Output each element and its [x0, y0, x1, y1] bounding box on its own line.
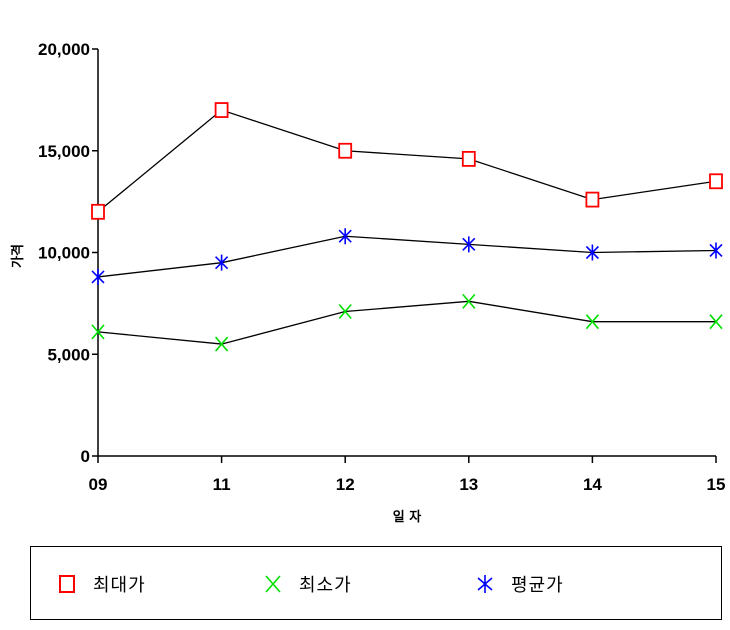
legend-item-max: 최대가	[57, 571, 146, 597]
data-point	[709, 173, 723, 190]
y-tick-label: 0	[81, 447, 90, 466]
y-tick-label: 20,000	[38, 40, 90, 59]
data-point	[462, 293, 476, 309]
data-point	[338, 142, 353, 159]
data-point	[91, 268, 105, 285]
legend: 최대가 최소가 평균가	[30, 546, 722, 620]
legend-label-avg: 평균가	[511, 575, 564, 596]
x-tick-label: 09	[89, 475, 108, 494]
data-point	[338, 228, 352, 245]
x-ticks: 09 11 12 13 14 15	[89, 456, 726, 494]
series-markers	[91, 102, 723, 352]
legend-item-min: 최소가	[263, 571, 352, 597]
x-tick-label: 11	[213, 475, 231, 494]
data-point	[709, 314, 723, 330]
data-point	[91, 203, 105, 220]
asterisk-marker-icon	[477, 575, 493, 593]
data-point	[461, 150, 476, 167]
y-tick-label: 10,000	[38, 244, 90, 263]
series-lines	[97, 109, 717, 345]
series-line-1	[97, 300, 716, 345]
line-chart: 0 5,000 10,000 15,000 20,000 09 11 12 13 14 15 일 …	[11, 40, 726, 525]
y-axis-label: 가격	[11, 244, 26, 268]
y-ticks: 0 5,000 10,000 15,000 20,000	[38, 40, 98, 466]
y-tick-label: 15,000	[38, 142, 90, 161]
data-point	[91, 324, 105, 340]
x-marker-icon	[265, 575, 281, 593]
legend-label-min: 최소가	[299, 575, 352, 596]
data-point	[585, 244, 599, 261]
data-point	[338, 303, 352, 320]
x-tick-label: 14	[583, 475, 602, 494]
data-point	[215, 254, 229, 271]
data-point	[585, 191, 600, 208]
legend-item-avg: 평균가	[475, 571, 564, 597]
series-line-0	[97, 109, 717, 213]
x-tick-label: 15	[707, 475, 726, 494]
data-point	[709, 242, 723, 259]
legend-label-max: 최대가	[93, 575, 146, 596]
y-tick-label: 5,000	[47, 345, 90, 364]
x-tick-label: 13	[459, 475, 478, 494]
x-axis-label: 일 자	[393, 510, 421, 525]
data-point	[462, 236, 476, 253]
series-line-2	[97, 235, 717, 278]
data-point	[214, 102, 229, 118]
square-marker-icon	[59, 575, 75, 593]
data-point	[585, 314, 600, 330]
x-tick-label: 12	[336, 475, 355, 494]
data-point	[214, 336, 229, 352]
